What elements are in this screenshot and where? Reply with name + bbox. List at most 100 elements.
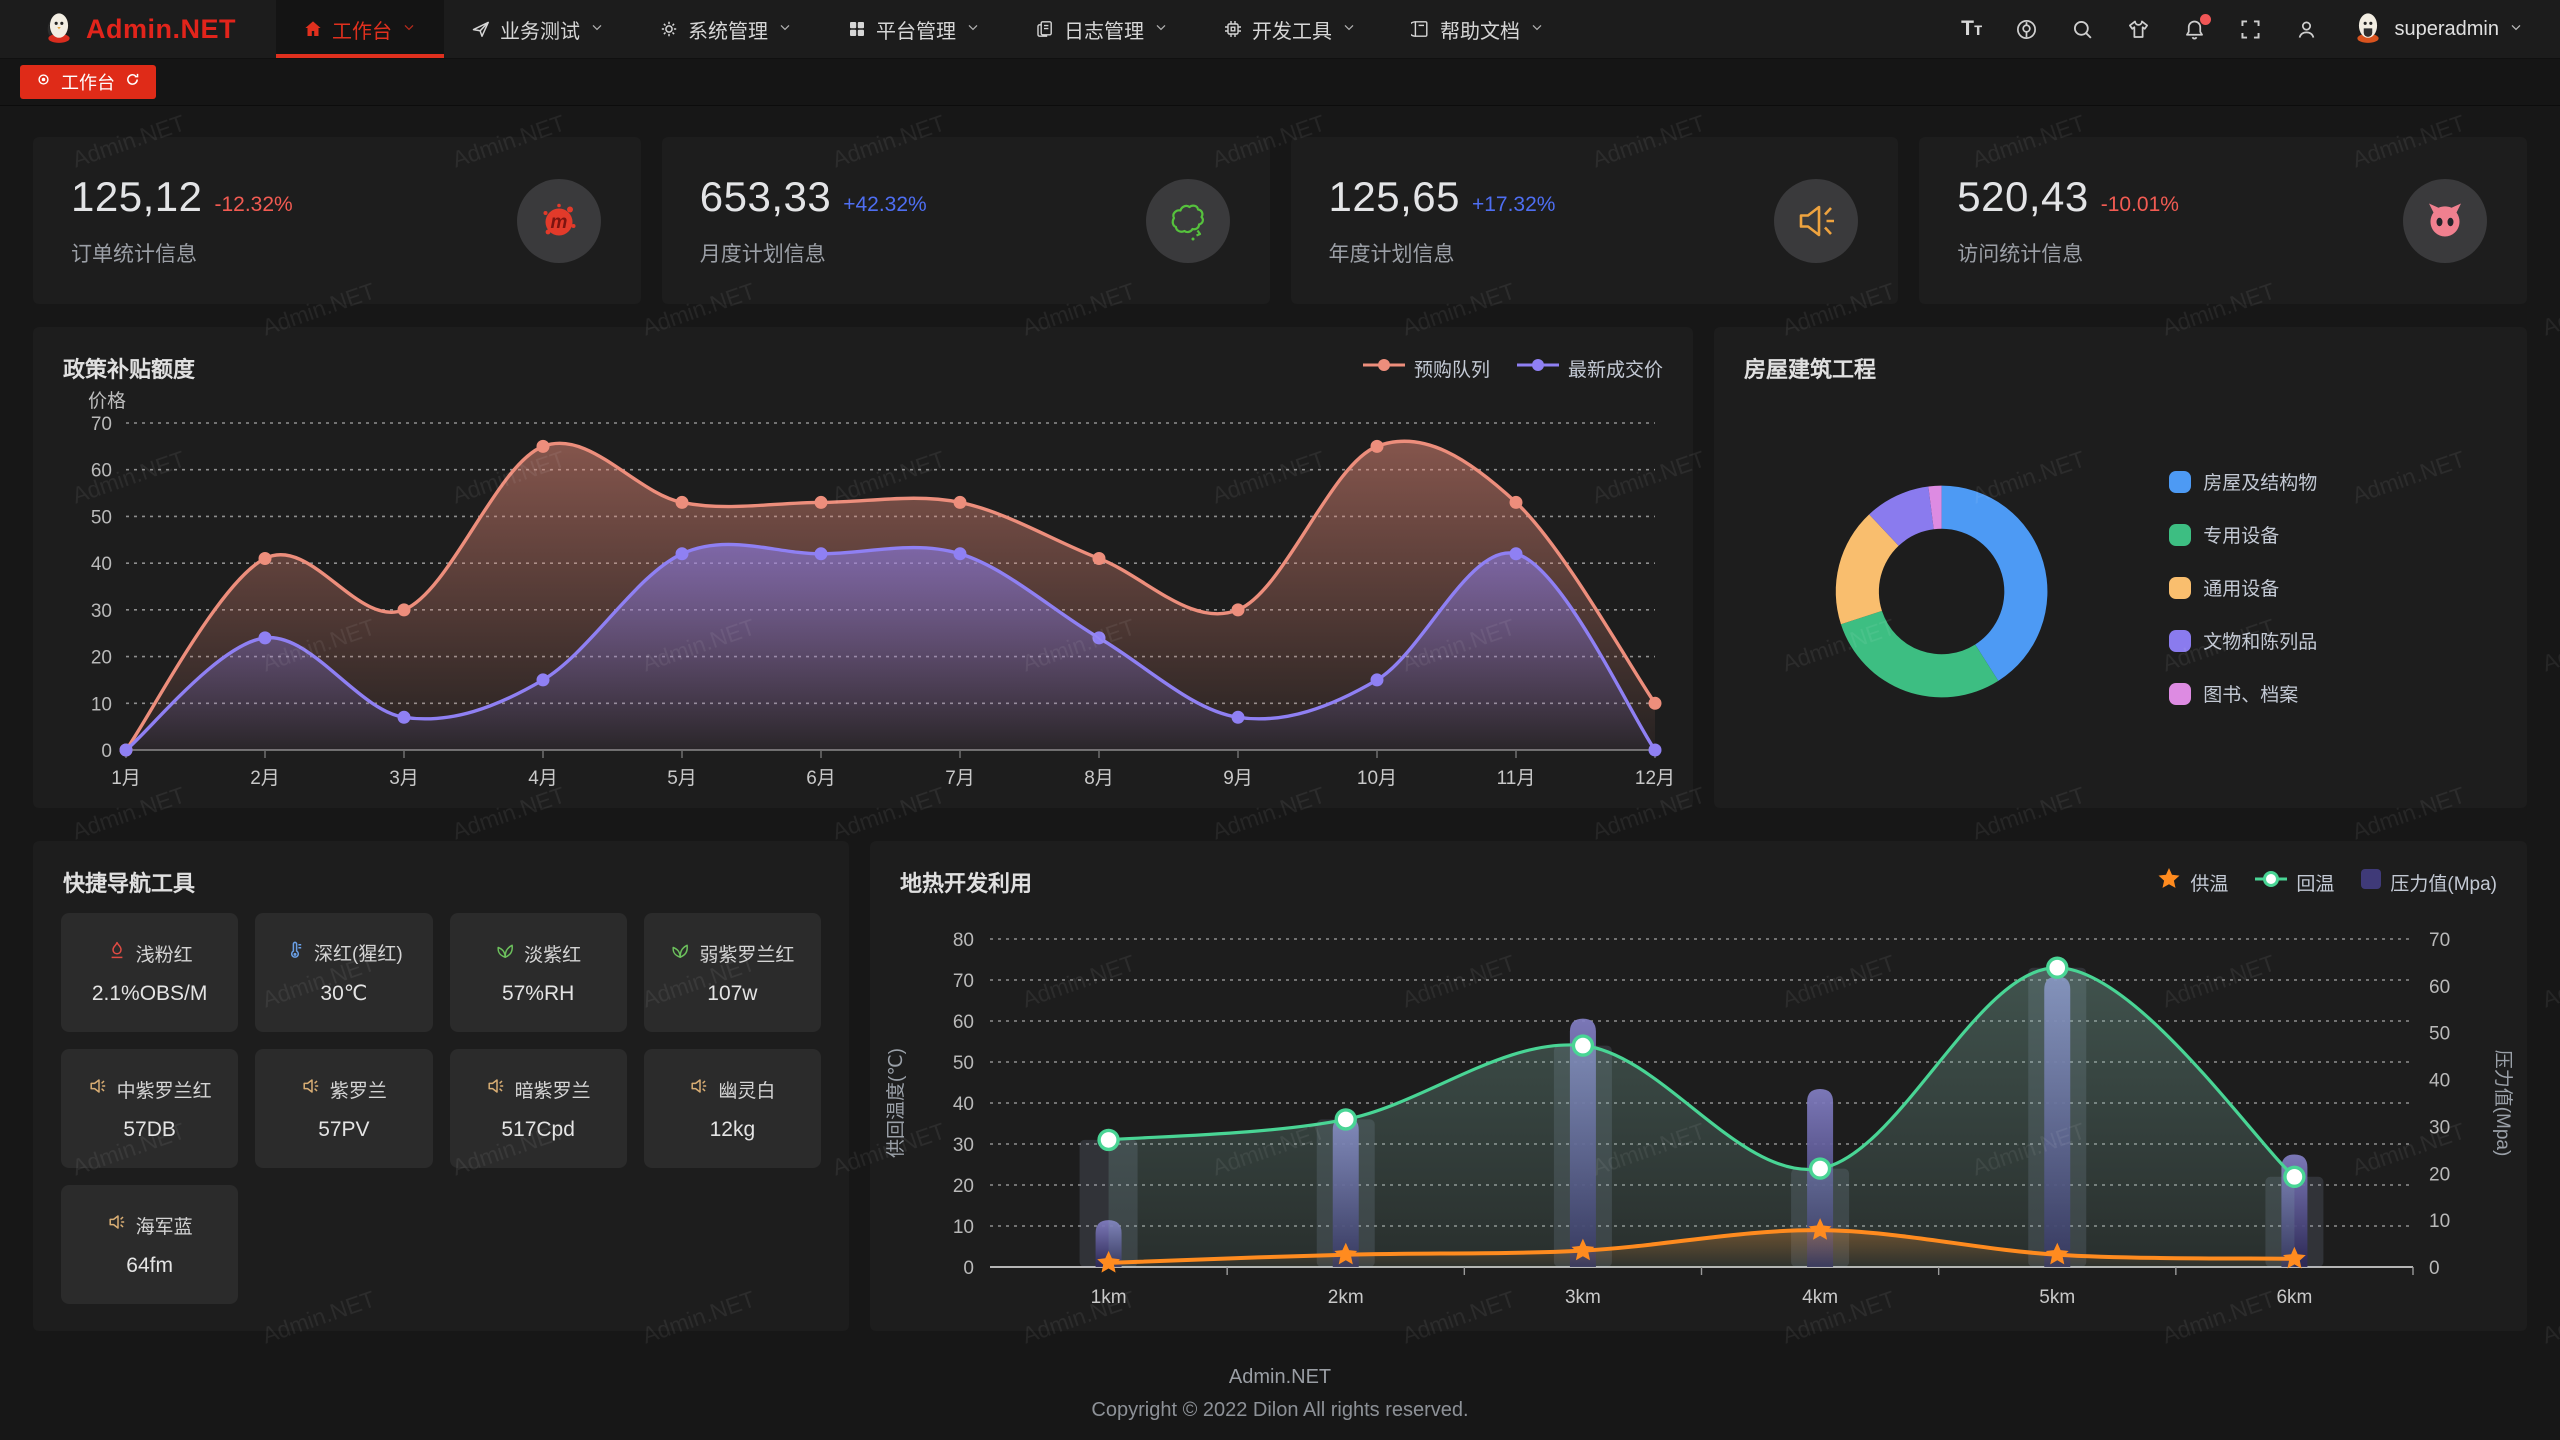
legend-label: 回温 bbox=[2296, 873, 2335, 895]
svg-text:10: 10 bbox=[91, 694, 112, 715]
svg-text:70: 70 bbox=[2429, 930, 2450, 951]
speaker-small-icon bbox=[301, 1076, 321, 1102]
stat-card: 653,33 +42.32% 月度计划信息 bbox=[661, 137, 1270, 304]
legend-item-回温[interactable]: 回温 bbox=[2254, 869, 2334, 896]
svg-text:1km: 1km bbox=[1091, 1287, 1127, 1308]
legend-label: 供温 bbox=[2190, 873, 2229, 895]
theme-icon[interactable] bbox=[2127, 18, 2150, 41]
svg-text:50: 50 bbox=[953, 1053, 974, 1074]
quick-nav-tile-深红(猩红)[interactable]: 深红(猩红) 30℃ bbox=[255, 913, 433, 1032]
svg-text:70: 70 bbox=[91, 414, 112, 435]
donut-legend-item-图书、档案[interactable]: 图书、档案 bbox=[2169, 680, 2317, 707]
donut-legend-item-文物和陈列品[interactable]: 文物和陈列品 bbox=[2169, 627, 2317, 654]
geothermal-panel: 地热开发利用 供温 回温 压力值(Mpa) 0 10 20 30 40 50 60 70 80 0 10… bbox=[870, 841, 2527, 1331]
nav-menu-item-平台管理[interactable]: 平台管理 bbox=[820, 0, 1008, 58]
china-map-icon bbox=[1145, 178, 1230, 263]
tile-value: 64fm bbox=[126, 1253, 173, 1277]
app-logo[interactable]: Admin.NET bbox=[0, 0, 276, 58]
donut-legend-item-专用设备[interactable]: 专用设备 bbox=[2169, 521, 2317, 548]
leaf-icon bbox=[495, 940, 515, 966]
quick-nav-tile-浅粉红[interactable]: 浅粉红 2.1%OBS/M bbox=[61, 913, 239, 1032]
nav-menu-item-工作台[interactable]: 工作台 bbox=[276, 0, 444, 58]
nav-menu-item-日志管理[interactable]: 日志管理 bbox=[1008, 0, 1196, 58]
legend-label: 预购队列 bbox=[1413, 359, 1490, 381]
fullscreen-icon[interactable] bbox=[2239, 18, 2262, 41]
panel-title: 房屋建筑工程 bbox=[1744, 357, 1877, 382]
stat-label: 访问统计信息 bbox=[1957, 243, 2084, 266]
stat-label: 订单统计信息 bbox=[71, 243, 197, 266]
footer-copyright: Copyright © 2022 Dilon All rights reserv… bbox=[1091, 1399, 1469, 1421]
notification-badge bbox=[2200, 13, 2212, 25]
quick-nav-tile-暗紫罗兰[interactable]: 暗紫罗兰 517Cpd bbox=[449, 1049, 627, 1168]
legend-label: 专用设备 bbox=[2203, 526, 2280, 547]
svg-text:9月: 9月 bbox=[1223, 768, 1253, 789]
legend-item-预购队列[interactable]: 预购队列 bbox=[1362, 355, 1490, 382]
svg-text:6月: 6月 bbox=[806, 768, 836, 789]
legend-item-最新成交价[interactable]: 最新成交价 bbox=[1516, 355, 1663, 382]
chevron-down-icon bbox=[589, 18, 605, 41]
quick-nav-tile-紫罗兰[interactable]: 紫罗兰 57PV bbox=[255, 1049, 433, 1168]
search-icon[interactable] bbox=[2071, 18, 2094, 41]
stat-cards: 125,12 -12.32% 订单统计信息 m 653,33 +42.32% 月度计划信息 1… bbox=[33, 137, 2527, 304]
notification-bell-icon[interactable] bbox=[2183, 13, 2212, 41]
svg-text:11月: 11月 bbox=[1497, 768, 1536, 789]
svg-text:3km: 3km bbox=[1565, 1287, 1601, 1308]
svg-text:10: 10 bbox=[2429, 1211, 2450, 1232]
refresh-icon[interactable] bbox=[124, 71, 141, 93]
tile-label: 浅粉红 bbox=[135, 944, 193, 966]
tab-workbench[interactable]: 工作台 bbox=[20, 65, 156, 99]
legend-swatch bbox=[2169, 523, 2192, 546]
nav-menu-item-开发工具[interactable]: 开发工具 bbox=[1196, 0, 1384, 58]
nav-menu-label: 帮助文档 bbox=[1440, 20, 1520, 43]
tile-label: 淡紫红 bbox=[524, 944, 582, 966]
svg-text:10: 10 bbox=[953, 1217, 974, 1238]
svg-text:5km: 5km bbox=[2039, 1287, 2075, 1308]
user-icon[interactable] bbox=[2295, 18, 2318, 41]
grid-icon bbox=[847, 19, 867, 39]
log-icon bbox=[1035, 19, 1055, 39]
nav-menu-item-帮助文档[interactable]: 帮助文档 bbox=[1384, 0, 1572, 58]
svg-text:7月: 7月 bbox=[945, 768, 975, 789]
legend-item-压力值(Mpa)[interactable]: 压力值(Mpa) bbox=[2360, 868, 2497, 896]
fire-icon bbox=[107, 940, 127, 966]
svg-text:50: 50 bbox=[91, 507, 112, 528]
quick-nav-tile-幽灵白[interactable]: 幽灵白 12kg bbox=[643, 1049, 821, 1168]
chevron-down-icon bbox=[1341, 18, 1357, 41]
quick-nav-tiles: 浅粉红 2.1%OBS/M 深红(猩红) 30℃ 淡紫红 57%RH 弱紫罗兰红 107w 中紫… bbox=[61, 913, 821, 1304]
stat-delta: +17.32% bbox=[1471, 193, 1556, 216]
donut-legend-item-通用设备[interactable]: 通用设备 bbox=[2169, 574, 2317, 601]
combo-chart: 0 10 20 30 40 50 60 70 80 0 10 20 30 40 50 60 70 1km 2km 3k… bbox=[878, 899, 2519, 1325]
tile-value: 2.1%OBS/M bbox=[91, 981, 208, 1005]
user-dropdown[interactable]: superadmin bbox=[2351, 10, 2524, 49]
tile-label: 中紫罗兰红 bbox=[116, 1080, 212, 1102]
svg-text:20: 20 bbox=[953, 1176, 974, 1197]
panel-title: 地热开发利用 bbox=[900, 871, 1033, 896]
speaker-small-icon bbox=[486, 1076, 506, 1102]
nav-menu-item-业务测试[interactable]: 业务测试 bbox=[444, 0, 632, 58]
svg-text:0: 0 bbox=[963, 1258, 974, 1279]
svg-text:价格: 价格 bbox=[88, 390, 126, 412]
donut-legend-item-房屋及结构物[interactable]: 房屋及结构物 bbox=[2169, 468, 2317, 495]
legend-marker bbox=[2360, 868, 2382, 896]
chip-icon bbox=[1223, 19, 1243, 39]
chevron-down-icon bbox=[777, 18, 793, 41]
stat-card: 125,12 -12.32% 订单统计信息 m bbox=[33, 137, 641, 304]
svg-text:20: 20 bbox=[91, 648, 112, 669]
quick-nav-tile-淡紫红[interactable]: 淡紫红 57%RH bbox=[449, 913, 627, 1032]
stat-delta: -12.32% bbox=[214, 193, 293, 216]
quick-nav-panel: 快捷导航工具 浅粉红 2.1%OBS/M 深红(猩红) 30℃ 淡紫红 57%RH 弱紫罗兰… bbox=[33, 841, 849, 1331]
language-icon[interactable] bbox=[2015, 18, 2038, 41]
policy-subsidy-panel: 政策补贴额度 预购队列 最新成交价 0 10 20 30 40 50 60 70 价格 1月 2月 3月… bbox=[33, 327, 1693, 808]
quick-nav-tile-弱紫罗兰红[interactable]: 弱紫罗兰红 107w bbox=[643, 913, 821, 1032]
area-chart: 0 10 20 30 40 50 60 70 价格 1月 2月 3月 4月 5月 6月 7月 8月 9月 10月 11… bbox=[41, 385, 1685, 802]
legend-item-供温[interactable]: 供温 bbox=[2156, 867, 2228, 897]
nav-menu-item-系统管理[interactable]: 系统管理 bbox=[632, 0, 820, 58]
tile-label: 暗紫罗兰 bbox=[514, 1080, 591, 1102]
speaker-small-icon bbox=[107, 1212, 127, 1238]
svg-text:8月: 8月 bbox=[1084, 768, 1114, 789]
quick-nav-tile-中紫罗兰红[interactable]: 中紫罗兰红 57DB bbox=[61, 1049, 239, 1168]
quick-nav-tile-海军蓝[interactable]: 海军蓝 64fm bbox=[61, 1185, 239, 1304]
